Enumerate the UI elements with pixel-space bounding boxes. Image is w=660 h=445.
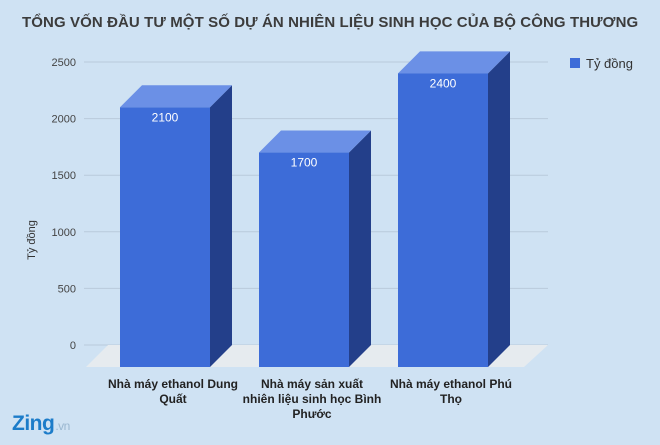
y-tick-label: 2000 xyxy=(52,114,76,126)
bar-side xyxy=(210,85,232,367)
x-tick-label: Nhà máy ethanol Dung Quất xyxy=(108,377,238,406)
chart-title: TỔNG VỐN ĐẦU TƯ MỘT SỐ DỰ ÁN NHIÊN LIỆU … xyxy=(22,14,639,31)
zing-logo: Zing.vn xyxy=(12,412,70,436)
y-tick-label: 0 xyxy=(70,340,76,352)
data-label: 1700 xyxy=(291,156,318,170)
bar xyxy=(120,107,210,367)
legend-swatch xyxy=(570,58,580,68)
bar-top xyxy=(398,51,510,74)
logo-suffix: .vn xyxy=(55,419,70,433)
y-axis-label: Tỷ đồng xyxy=(26,220,38,260)
y-tick-label: 2500 xyxy=(52,57,76,69)
y-tick-label: 1000 xyxy=(52,227,76,239)
bar-top xyxy=(259,130,371,153)
bar-side xyxy=(488,51,510,367)
legend-label: Tỷ đồng xyxy=(586,56,633,71)
bar xyxy=(398,73,488,367)
x-tick-label: Nhà máy ethanol Phú Thọ xyxy=(390,377,512,406)
x-tick-label: Nhà máy sản xuất nhiên liệu sinh học Bình… xyxy=(243,377,382,421)
data-label: 2100 xyxy=(152,110,179,124)
data-label: 2400 xyxy=(430,76,457,90)
y-tick-label: 1500 xyxy=(52,170,76,182)
y-tick-label: 500 xyxy=(58,283,76,295)
bar xyxy=(259,152,349,367)
bar-side xyxy=(349,130,371,367)
bar-top xyxy=(120,85,232,108)
logo-text: Zing xyxy=(12,412,55,435)
